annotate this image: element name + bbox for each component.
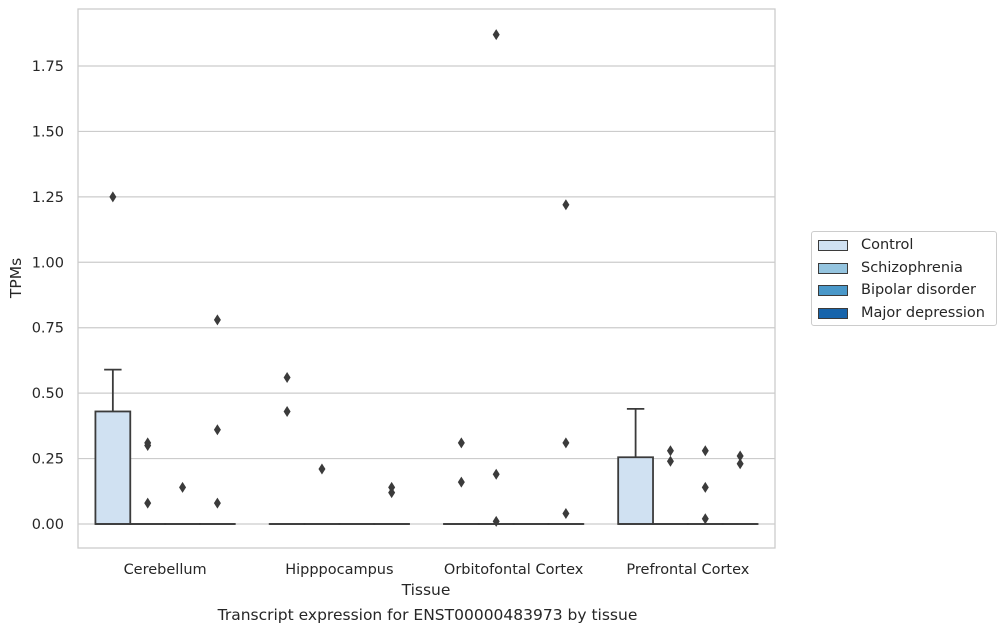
outlier-point bbox=[492, 515, 500, 527]
y-tick-label: 0.00 bbox=[32, 517, 64, 533]
outlier-point bbox=[701, 513, 709, 525]
outlier-point bbox=[144, 497, 152, 509]
y-tick-label: 1.00 bbox=[32, 255, 64, 271]
outlier-point bbox=[492, 29, 500, 41]
legend: Control Schizophrenia Bipolar disorder M… bbox=[811, 231, 997, 326]
gridlines bbox=[78, 65, 775, 525]
outlier-point bbox=[666, 445, 674, 457]
outlier-point bbox=[736, 450, 744, 462]
legend-swatch-control bbox=[818, 239, 848, 251]
legend-swatch-schizophrenia bbox=[818, 262, 848, 274]
legend-item-schizophrenia: Schizophrenia bbox=[818, 258, 963, 278]
outlier-point bbox=[179, 481, 187, 493]
outlier-point bbox=[701, 445, 709, 457]
legend-label-bipolar-disorder: Bipolar disorder bbox=[861, 282, 976, 298]
y-axis-label: TPMs bbox=[7, 258, 25, 299]
x-tick-label: Hipppocampus bbox=[285, 562, 393, 578]
x-tick-label: Orbitofontal Cortex bbox=[444, 562, 584, 578]
outlier-point bbox=[492, 468, 500, 480]
outlier-point bbox=[457, 437, 465, 449]
y-tick-label: 0.75 bbox=[32, 321, 64, 337]
outlier-point bbox=[283, 405, 291, 417]
box-series bbox=[94, 368, 759, 525]
outlier-point bbox=[562, 199, 570, 211]
legend-label-control: Control bbox=[861, 237, 914, 253]
outlier-point bbox=[457, 476, 465, 488]
y-tick-label: 1.25 bbox=[32, 190, 64, 206]
outlier-point bbox=[562, 508, 570, 520]
outlier-points bbox=[109, 29, 744, 527]
outlier-point bbox=[144, 439, 152, 451]
y-tick-label: 1.50 bbox=[32, 124, 64, 140]
outlier-point bbox=[283, 371, 291, 383]
box-body bbox=[94, 410, 132, 525]
outlier-point bbox=[213, 424, 221, 436]
outlier-point bbox=[736, 458, 744, 470]
outlier-point bbox=[701, 481, 709, 493]
legend-swatch-bipolar-disorder bbox=[818, 284, 848, 296]
legend-item-bipolar-disorder: Bipolar disorder bbox=[818, 280, 976, 300]
y-axis-ticks: 0.00 0.25 0.50 0.75 1.00 1.25 1.50 1.75 bbox=[32, 59, 64, 533]
plot-frame bbox=[77, 8, 776, 549]
outlier-point bbox=[109, 191, 117, 203]
box-body bbox=[617, 456, 654, 525]
x-tick-label: Prefrontal Cortex bbox=[626, 562, 749, 578]
legend-label-schizophrenia: Schizophrenia bbox=[861, 260, 963, 276]
outlier-point bbox=[562, 437, 570, 449]
box bbox=[617, 407, 654, 525]
y-tick-label: 1.75 bbox=[32, 59, 64, 75]
chart-caption: Transcript expression for ENST0000048397… bbox=[217, 606, 638, 624]
box bbox=[94, 368, 132, 525]
x-tick-label: Cerebellum bbox=[124, 562, 207, 578]
outlier-point bbox=[388, 487, 396, 499]
legend-swatch-major-depression bbox=[818, 307, 848, 319]
outlier-point bbox=[318, 463, 326, 475]
outlier-point bbox=[666, 455, 674, 467]
legend-label-major-depression: Major depression bbox=[861, 305, 985, 321]
legend-item-major-depression: Major depression bbox=[818, 303, 985, 323]
outlier-point bbox=[213, 497, 221, 509]
x-axis-label: Tissue bbox=[401, 581, 451, 599]
x-axis-ticks: Cerebellum Hipppocampus Orbitofontal Corte… bbox=[124, 562, 750, 578]
outlier-point bbox=[213, 314, 221, 326]
legend-item-control: Control bbox=[818, 235, 913, 255]
y-tick-label: 0.50 bbox=[32, 386, 64, 402]
y-tick-label: 0.25 bbox=[32, 452, 64, 468]
